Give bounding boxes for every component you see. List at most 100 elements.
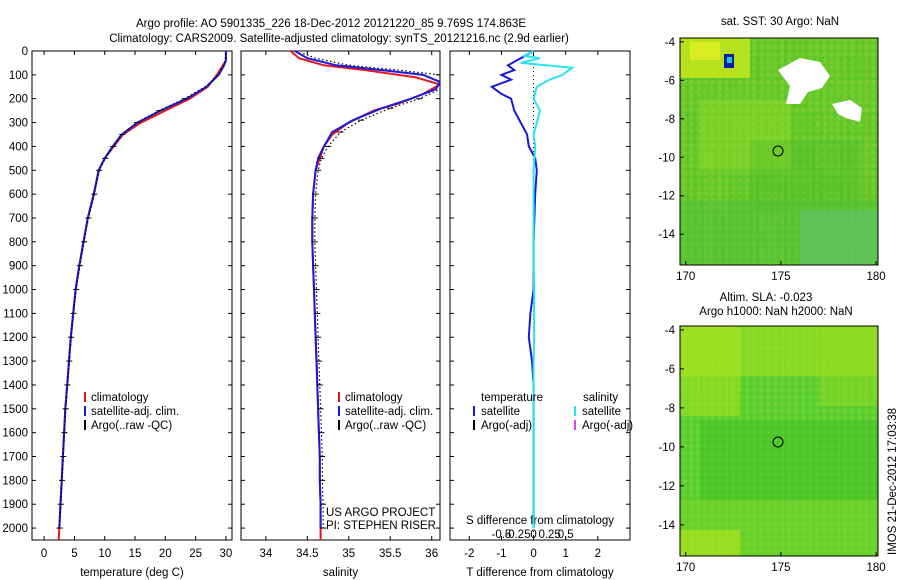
map-x-tick-label: 170 xyxy=(676,562,695,574)
figure-title-line-1: Argo profile: AO 5901335_226 18-Dec-2012… xyxy=(136,18,526,30)
y-tick-label: 1500 xyxy=(2,404,28,416)
legend-satellite: satellite-adj. clim. xyxy=(345,406,433,418)
x-tick-label: 20 xyxy=(159,548,172,560)
map-y-tick-label: -10 xyxy=(658,442,675,454)
imos-timestamp-label: IMOS 21-Dec-2012 17:03:38 xyxy=(887,408,899,555)
y-tick-label: 1700 xyxy=(2,452,28,464)
legend-argo: Argo(..raw -QC) xyxy=(91,420,172,432)
map-y-tick-label: -8 xyxy=(665,403,675,415)
y-tick-label: 1900 xyxy=(2,499,28,511)
map-y-tick-label: -6 xyxy=(665,364,675,376)
x-tick-label: 30 xyxy=(220,548,233,560)
y-tick-label: 1600 xyxy=(2,428,28,440)
y-tick-label: 900 xyxy=(9,261,28,273)
y-tick-label: 800 xyxy=(9,237,28,249)
legend-temp-satellite: satellite xyxy=(481,406,520,418)
x-tick-label: 35 xyxy=(342,548,355,560)
legend-climatology: climatology xyxy=(91,392,149,404)
legend-sal-argo: Argo(-adj) xyxy=(582,420,633,432)
difference-axes-frame xyxy=(449,50,631,541)
legend-header-salinity: salinity xyxy=(583,392,618,404)
x-axis-label: T difference from climatology xyxy=(466,567,613,579)
map-y-tick-label: -4 xyxy=(665,37,676,49)
salinity-axes-frame xyxy=(240,50,441,541)
y-tick-label: 1800 xyxy=(2,475,28,487)
sst-map-frame xyxy=(679,37,879,266)
sla-map-axes: 170 175 180 -4 -6 -8 -10 -12 -14 xyxy=(658,325,885,574)
map-y-tick-label: -8 xyxy=(665,114,675,126)
map-x-tick-label: 175 xyxy=(771,562,790,574)
y-tick-label: 300 xyxy=(9,118,28,130)
y-tick-label: 1200 xyxy=(2,332,28,344)
map-panels: 170 175 180 -4 -6 -8 -10 -12 -14 170 175 180 -4 -6 -8 -… xyxy=(658,37,885,574)
y-tick-label: 400 xyxy=(9,141,28,153)
map-x-tick-label: 170 xyxy=(676,271,695,283)
x-tick-label: 35.5 xyxy=(379,548,401,560)
figure-title-line-2: Climatology: CARS2009. Satellite-adjuste… xyxy=(109,33,569,45)
s-tick-label: -0.5 xyxy=(492,529,512,541)
sst-map-image xyxy=(680,38,878,265)
map-y-tick-label: -6 xyxy=(665,75,675,87)
x-tick-label: 0 xyxy=(530,548,536,560)
y-tick-label: 200 xyxy=(9,94,28,106)
y-tick-label: 0 xyxy=(22,46,28,58)
map-y-tick-label: -10 xyxy=(658,152,675,164)
x-tick-label: 36 xyxy=(425,548,438,560)
legend-header-temperature: temperature xyxy=(481,392,543,404)
legend-climatology: climatology xyxy=(345,392,403,404)
map-x-tick-label: 175 xyxy=(771,271,790,283)
legend-temp-argo: Argo(-adj) xyxy=(481,420,532,432)
map-y-tick-label: -14 xyxy=(658,520,675,532)
y-tick-label: 500 xyxy=(9,165,28,177)
x-tick-label: 2 xyxy=(595,548,601,560)
x-tick-label: 15 xyxy=(129,548,142,560)
s-tick-label: 0.25 xyxy=(538,529,560,541)
temperature-series-argo---raw--qc- xyxy=(59,53,227,529)
sla-map-frame xyxy=(679,325,879,557)
y-tick-label: 600 xyxy=(9,189,28,201)
salinity-legend: climatology satellite-adj. clim. Argo(..… xyxy=(338,392,433,432)
project-line-1: US ARGO PROJECT xyxy=(326,507,435,519)
salinity-series-climatology xyxy=(290,51,440,540)
legend-argo: Argo(..raw -QC) xyxy=(345,420,426,432)
y-tick-label: 1300 xyxy=(2,356,28,368)
sla-map-title-1: Altim. SLA: -0.023 xyxy=(720,292,813,304)
x-tick-label: 34.5 xyxy=(296,548,318,560)
temperature-axes-frame xyxy=(31,50,233,541)
temperature-panel: 0 5 10 15 20 25 30 temperature (deg C) 0 100 200 30… xyxy=(2,46,233,579)
s-tick-label: 0 xyxy=(530,529,536,541)
y-tick-label: 1100 xyxy=(3,308,28,320)
s-tick-label: 0.5 xyxy=(558,529,574,541)
y-tick-label: 1400 xyxy=(2,380,28,392)
y-tick-label: 1000 xyxy=(2,285,28,297)
project-line-2: PI: STEPHEN RISER xyxy=(326,520,436,532)
x-axis-label: salinity xyxy=(323,567,358,579)
map-x-tick-label: 180 xyxy=(867,562,886,574)
temperature-legend: climatology satellite-adj. clim. Argo(..… xyxy=(84,392,179,432)
y-tick-label: 2000 xyxy=(2,523,28,535)
y-tick-label: 700 xyxy=(9,213,28,225)
x-tick-label: -1 xyxy=(496,548,506,560)
difference-series-salinity-satellite xyxy=(520,51,575,529)
map-y-tick-label: -12 xyxy=(658,481,675,493)
temperature-series-climatology xyxy=(57,51,227,540)
salinity-panel: 34 34.5 35 35.5 36 salinity xyxy=(240,50,441,579)
x-axis-label: temperature (deg C) xyxy=(80,567,184,579)
x-tick-label: 25 xyxy=(189,548,202,560)
map-y-tick-label: -4 xyxy=(665,325,676,337)
s-tick-label: -0.25 xyxy=(504,529,530,541)
x-tick-label: 0 xyxy=(41,548,47,560)
x-tick-label: -2 xyxy=(464,548,474,560)
map-x-tick-label: 180 xyxy=(867,271,886,283)
x-tick-label: 34 xyxy=(259,548,272,560)
s-difference-label: S difference from climatology xyxy=(466,515,614,527)
difference-panel: -2 -1 0 1 2 T difference from climatology S di… xyxy=(449,50,631,579)
sst-map-axes: 170 175 180 -4 -6 -8 -10 -12 -14 xyxy=(658,37,885,283)
difference-series-temperature-satellite xyxy=(489,51,538,529)
y-tick-label: 100 xyxy=(9,70,28,82)
sla-map-image xyxy=(680,326,878,556)
sst-map-title: sat. SST: 30 Argo: NaN xyxy=(721,16,839,28)
map-y-tick-label: -14 xyxy=(658,229,675,241)
